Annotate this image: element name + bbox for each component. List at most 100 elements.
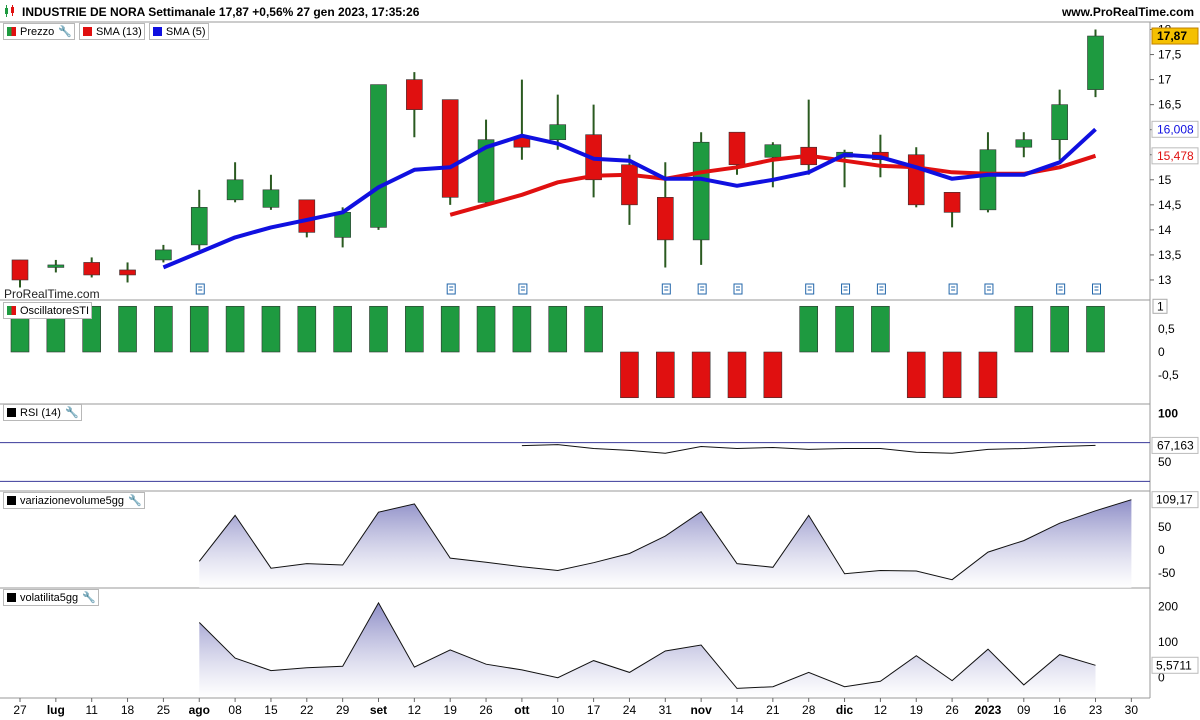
news-doc-icon: [661, 283, 671, 295]
osc-bar: [978, 351, 998, 399]
news-doc-icon: [195, 283, 205, 295]
sma5-line: [162, 127, 1097, 270]
last-sma5-badge: 16,008: [1157, 122, 1194, 136]
osc-bar: [691, 351, 711, 399]
osc-bar: [118, 305, 137, 353]
x-tick-label: ott: [514, 703, 529, 717]
news-doc-icon-body: [1092, 283, 1101, 295]
legend-sma5[interactable]: SMA (5): [148, 23, 209, 40]
vol-last-badge: 109,17: [1156, 493, 1193, 507]
legend-vol[interactable]: variazionevolume5gg 🔧: [3, 492, 145, 509]
sma13-swatch-icon: [82, 27, 92, 36]
candle: [370, 84, 387, 228]
news-doc-icon: [446, 283, 456, 295]
osc-bar: [871, 305, 890, 353]
wrench-icon[interactable]: 🔧: [127, 495, 142, 507]
x-tick-label: ago: [189, 703, 210, 717]
osc-bar: [405, 305, 424, 353]
rsi-last-badge-bg: [1151, 436, 1199, 454]
news-doc-icon: [1092, 283, 1101, 295]
rsi-line: [521, 444, 1096, 454]
news-doc-icon-body: [661, 283, 671, 295]
news-doc-icon-body: [733, 283, 743, 295]
x-tick-label: set: [370, 703, 387, 717]
osc-tick-label: -0,5: [1158, 368, 1179, 382]
candle: [621, 164, 638, 206]
candle: [11, 259, 29, 281]
x-tick-label: nov: [690, 703, 712, 717]
wrench-icon[interactable]: 🔧: [64, 407, 79, 419]
x-tick-label: 09: [1017, 703, 1031, 717]
price-legend: Prezzo 🔧 SMA (13) SMA (5): [3, 23, 209, 40]
osc-bar: [333, 305, 352, 353]
legend-price[interactable]: Prezzo 🔧: [3, 23, 75, 40]
x-tick-label: dic: [836, 703, 854, 717]
x-tick-label: 16: [1053, 703, 1067, 717]
volat-last-badge-bg: [1151, 656, 1199, 674]
x-tick-label: 12: [874, 703, 888, 717]
osc-tick-label: 0: [1158, 345, 1165, 359]
candle: [728, 131, 746, 166]
x-tick-label: 19: [910, 703, 924, 717]
news-doc-icon: [984, 283, 994, 295]
candlestick-app-icon: [5, 5, 14, 17]
x-tick-label: 11: [85, 703, 98, 717]
last-price-badge-bg: [1151, 27, 1199, 45]
osc-bar: [369, 305, 388, 353]
candle: [1015, 139, 1033, 148]
candle: [190, 207, 208, 246]
sma5-swatch-icon: [152, 27, 162, 36]
news-doc-icon-body: [876, 283, 886, 295]
chart-title: INDUSTRIE DE NORA Settimanale 17,87 +0,5…: [22, 5, 420, 19]
price-tick-label: 14: [1158, 223, 1172, 237]
vol-legend: variazionevolume5gg 🔧: [3, 492, 145, 509]
legend-osc[interactable]: OscillatoreSTI: [3, 302, 93, 319]
x-tick-label: 26: [945, 703, 959, 717]
osc-bar: [1014, 305, 1034, 353]
osc-bar: [512, 305, 532, 353]
legend-rsi[interactable]: RSI (14) 🔧: [3, 404, 82, 421]
news-doc-icon-body: [446, 283, 456, 295]
candle: [979, 149, 997, 211]
osc-swatch-icon: [7, 306, 16, 315]
vol-line: [198, 499, 1132, 581]
wrench-icon[interactable]: 🔧: [82, 592, 96, 604]
volat-swatch-icon: [7, 593, 16, 602]
osc-bar: [297, 305, 317, 353]
osc-bar: [1050, 305, 1069, 353]
news-doc-icon-body: [1056, 283, 1066, 295]
osc-bar: [906, 351, 926, 399]
osc-top-badge: [1152, 298, 1168, 314]
x-tick-label: 23: [1089, 703, 1103, 717]
news-doc-icon: [876, 283, 886, 295]
osc-bar: [476, 305, 496, 353]
news-doc-icon-body: [195, 283, 205, 295]
x-tick-label: 25: [157, 703, 171, 717]
last-sma13-badge: 15,478: [1157, 149, 1194, 163]
candle: [226, 179, 244, 201]
x-tick-label: 10: [551, 703, 565, 717]
candle: [477, 139, 495, 203]
legend-sma13[interactable]: SMA (13): [78, 23, 145, 40]
x-tick-label: 24: [623, 703, 637, 717]
news-doc-icon-body: [518, 283, 528, 295]
volat-tick-label: 100: [1158, 635, 1178, 649]
candle: [83, 262, 100, 276]
candle: [155, 249, 172, 261]
legend-volat[interactable]: volatilita5gg 🔧: [3, 589, 99, 606]
candle: [47, 264, 65, 268]
osc-bar: [727, 351, 747, 399]
x-tick-label: 21: [766, 703, 780, 717]
wrench-icon[interactable]: 🔧: [58, 26, 72, 38]
price-tick-label: 14,5: [1158, 198, 1182, 212]
candle: [943, 192, 961, 213]
osc-legend: OscillatoreSTI: [3, 302, 93, 319]
osc-bar: [584, 305, 603, 353]
site-label[interactable]: www.ProRealTime.com: [1061, 5, 1194, 19]
candle: [1087, 35, 1104, 90]
last-sma5-badge-bg: [1151, 120, 1199, 138]
price-tick-label: 17,5: [1158, 48, 1182, 62]
price-tick-label: 16,5: [1158, 98, 1182, 112]
x-tick-label: 2023: [975, 703, 1002, 717]
